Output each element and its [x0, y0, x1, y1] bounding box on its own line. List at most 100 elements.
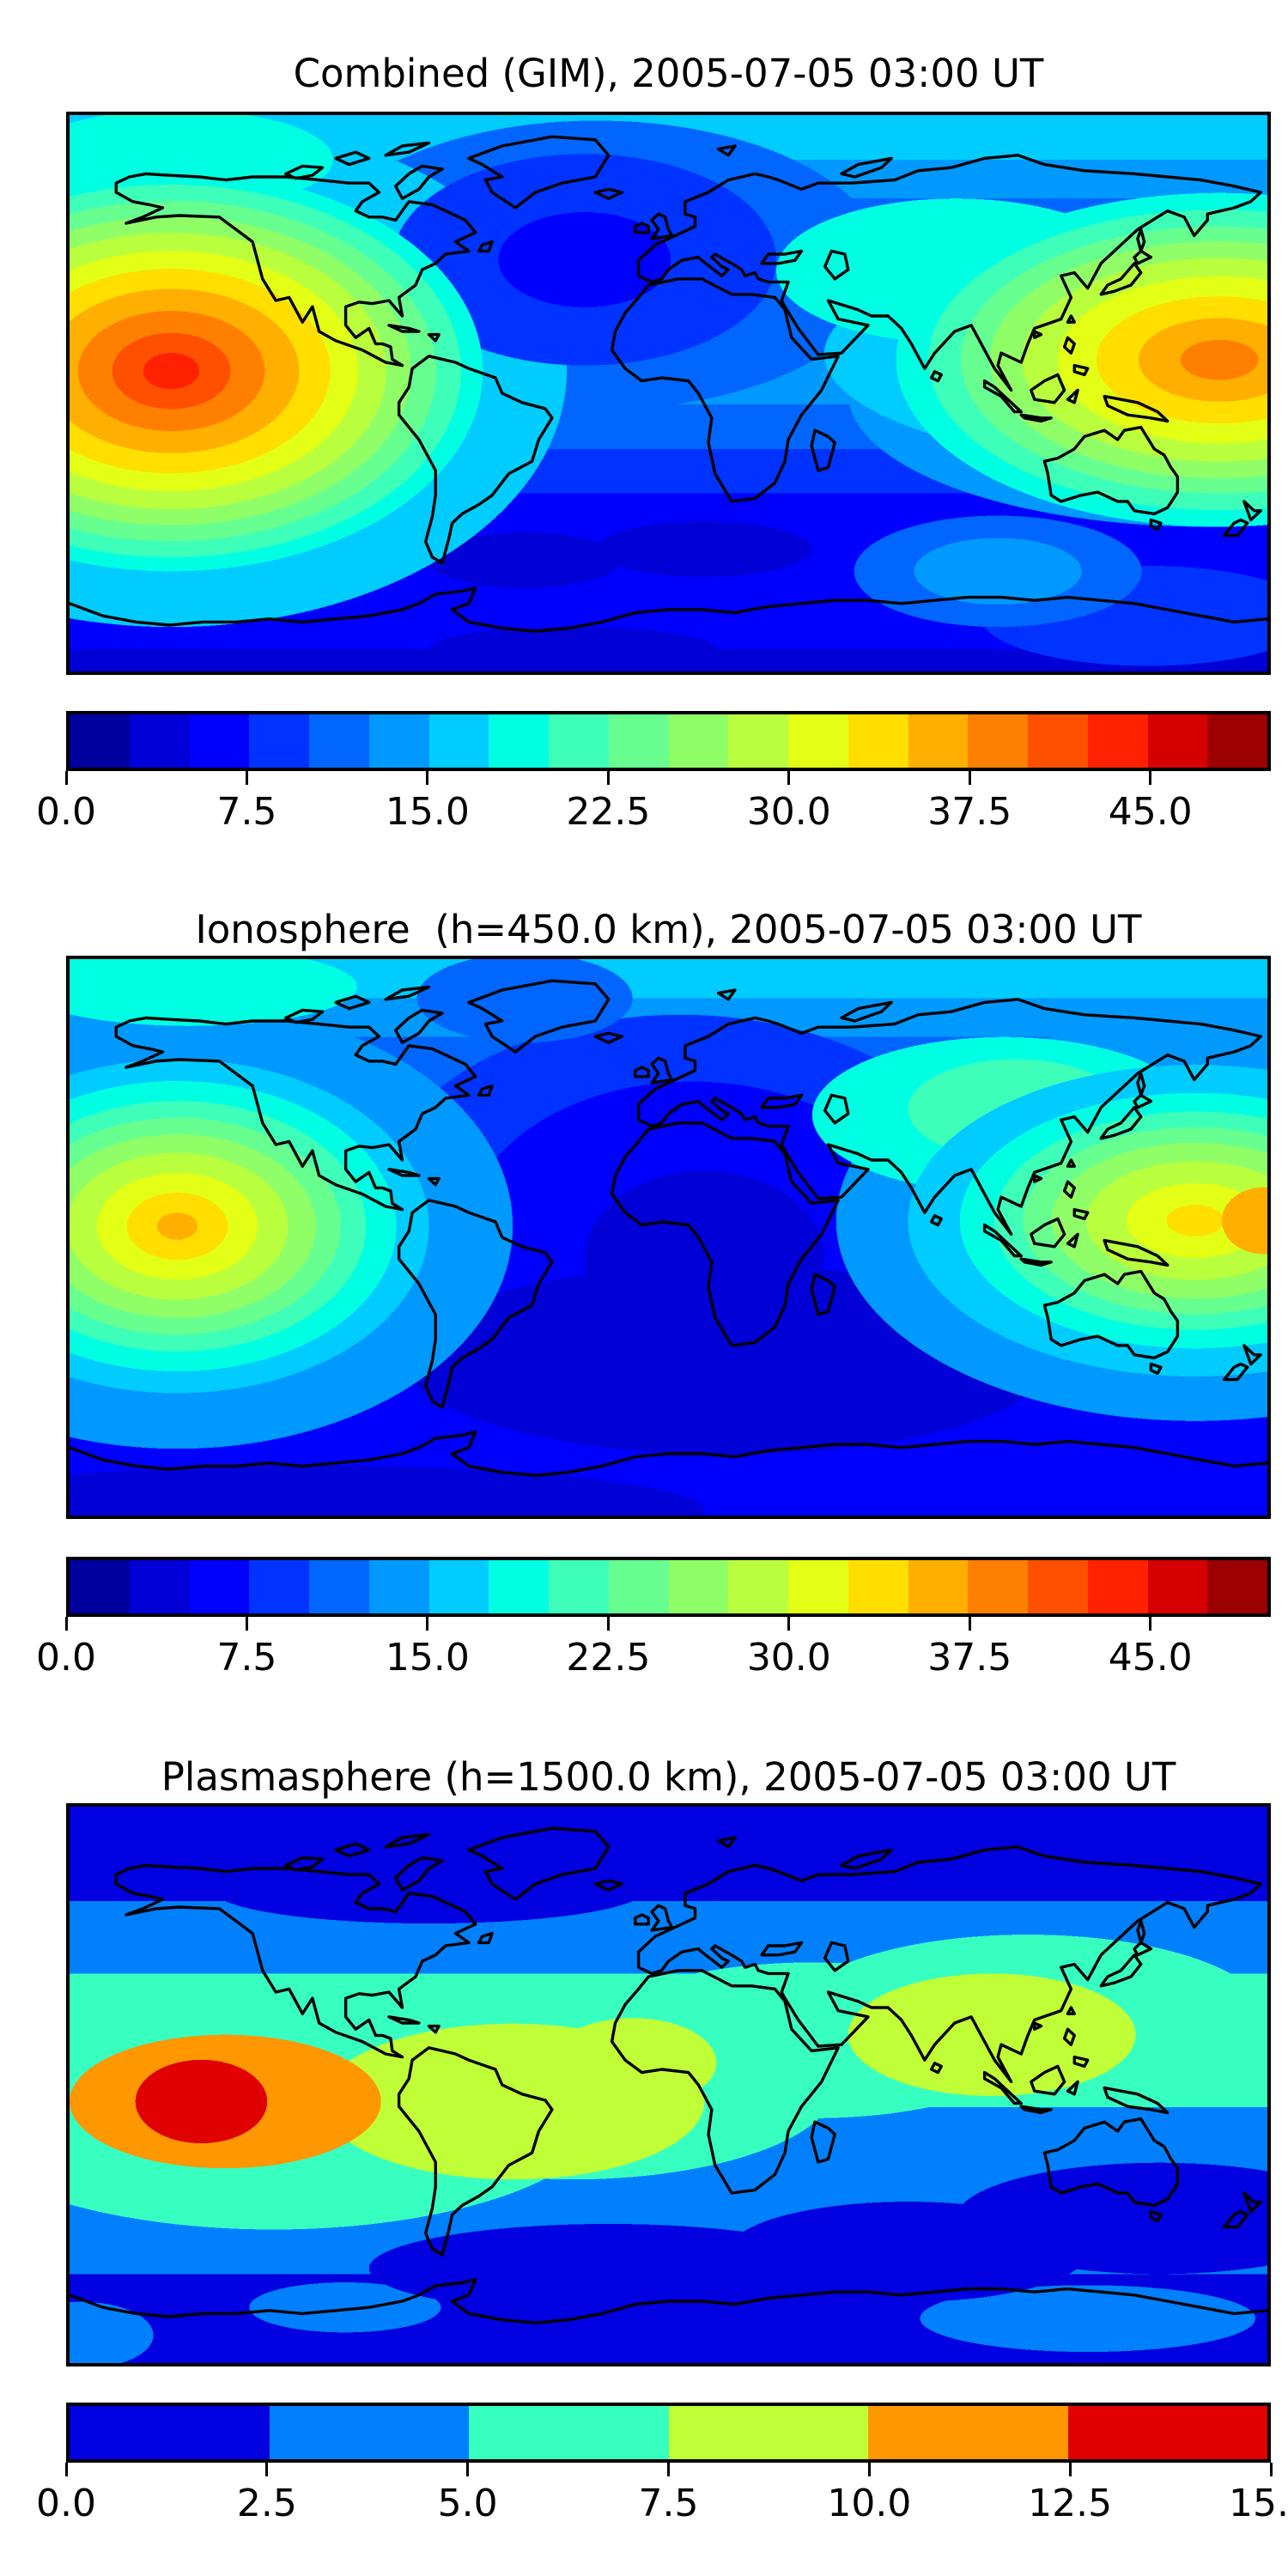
- colorbar-tick-label: 45.0: [1108, 1636, 1193, 1680]
- colorbar-ionosphere: [66, 1557, 1271, 1617]
- colorbar-segment: [189, 1560, 250, 1613]
- colorbar-segment: [489, 714, 549, 768]
- colorbar-segment: [428, 714, 489, 768]
- colorbar-segment: [1067, 2406, 1267, 2459]
- colorbar-swatches: [70, 714, 1267, 768]
- colorbar-segment: [368, 1560, 429, 1613]
- colorbar-tick-label: 37.5: [927, 790, 1012, 834]
- colorbar-segment: [309, 714, 369, 768]
- colorbar-segment: [1087, 1560, 1148, 1613]
- colorbar-combined: [66, 711, 1271, 771]
- world-coastline-overlay: [70, 1807, 1267, 2363]
- colorbar-segment: [908, 714, 969, 768]
- colorbar-segment: [70, 2406, 270, 2459]
- colorbar-tick-label: 22.5: [566, 790, 651, 834]
- colorbar-segment: [868, 2406, 1068, 2459]
- colorbar-tick-label: 22.5: [566, 1636, 651, 1680]
- colorbar-tick: [667, 2463, 670, 2476]
- colorbar-tick: [1269, 2463, 1273, 2476]
- colorbar-segment: [549, 714, 609, 768]
- colorbar-tick-label: 15.0: [385, 1636, 470, 1680]
- colorbar-tick-label: 7.5: [216, 790, 277, 834]
- colorbar-tick: [787, 771, 791, 785]
- colorbar-axis-ionosphere: 0.0 7.5 15.0 22.5 30.0 37.5 45.0: [36, 1617, 1271, 1686]
- colorbar-segment: [1028, 714, 1088, 768]
- colorbar-tick-label: 7.5: [638, 2482, 699, 2525]
- map-combined-gim: [66, 112, 1271, 675]
- panel-ionosphere-title: Ionosphere (h=450.0 km), 2005-07-05 03:0…: [195, 907, 1142, 952]
- colorbar-segment: [428, 1560, 489, 1613]
- colorbar-segment: [968, 1560, 1028, 1613]
- colorbar-segment: [189, 714, 250, 768]
- colorbar-tick: [867, 2463, 871, 2476]
- colorbar-segment: [489, 1560, 549, 1613]
- colorbar-segment: [70, 714, 130, 768]
- colorbar-segment: [728, 714, 788, 768]
- colorbar-segment: [1207, 1560, 1267, 1613]
- colorbar-tick-label: 7.5: [216, 1636, 277, 1680]
- colorbar-tick: [1068, 2463, 1072, 2476]
- colorbar-swatches: [70, 1560, 1267, 1613]
- colorbar-segment: [368, 714, 429, 768]
- colorbar-axis-plasmasphere: 0.0 2.5 5.0 7.5 10.0 12.5 15.0: [36, 2463, 1288, 2531]
- colorbar-tick: [426, 1617, 429, 1631]
- colorbar-tick-label: 2.5: [236, 2482, 297, 2525]
- colorbar-segment: [1147, 714, 1208, 768]
- colorbar-segment: [668, 714, 729, 768]
- colorbar-tick: [606, 1617, 610, 1631]
- colorbar-tick-label: 0.0: [36, 2482, 96, 2525]
- colorbar-segment: [309, 1560, 369, 1613]
- colorbar-tick: [466, 2463, 470, 2476]
- colorbar-tick-label: 5.0: [437, 2482, 498, 2525]
- colorbar-segment: [788, 714, 848, 768]
- map-ionosphere: [66, 956, 1271, 1519]
- colorbar-segment: [269, 2406, 469, 2459]
- colorbar-segment: [249, 1560, 309, 1613]
- colorbar-tick: [968, 1617, 971, 1631]
- colorbar-tick: [245, 771, 248, 785]
- colorbar-segment: [788, 1560, 848, 1613]
- colorbar-axis-combined: 0.0 7.5 15.0 22.5 30.0 37.5 45.0: [36, 771, 1271, 840]
- colorbar-segment: [469, 2406, 669, 2459]
- colorbar-tick: [1149, 1617, 1152, 1631]
- colorbar-segment: [608, 714, 669, 768]
- colorbar-segment: [70, 1560, 130, 1613]
- colorbar-tick: [265, 2463, 269, 2476]
- colorbar-tick: [606, 771, 610, 785]
- colorbar-tick-label: 12.5: [1028, 2482, 1113, 2525]
- colorbar-segment: [129, 1560, 190, 1613]
- colorbar-segment: [968, 714, 1028, 768]
- colorbar-tick: [968, 771, 971, 785]
- colorbar-segment: [668, 2406, 868, 2459]
- colorbar-segment: [549, 1560, 609, 1613]
- world-coastline-overlay: [70, 959, 1267, 1516]
- colorbar-segment: [848, 1560, 908, 1613]
- colorbar-tick-label: 10.0: [827, 2482, 912, 2525]
- colorbar-segment: [848, 714, 908, 768]
- colorbar-tick-label: 45.0: [1108, 790, 1193, 834]
- colorbar-tick-label: 30.0: [746, 1636, 831, 1680]
- panel-combined-title: Combined (GIM), 2005-07-05 03:00 UT: [293, 51, 1044, 96]
- colorbar-segment: [1028, 1560, 1088, 1613]
- colorbar-segment: [249, 714, 309, 768]
- colorbar-tick: [426, 771, 429, 785]
- colorbar-tick-label: 0.0: [36, 1636, 96, 1680]
- colorbar-tick-label: 15.0: [1229, 2482, 1288, 2525]
- colorbar-tick-label: 15.0: [385, 790, 470, 834]
- colorbar-swatches: [70, 2406, 1267, 2459]
- colorbar-tick-label: 37.5: [927, 1636, 1012, 1680]
- colorbar-segment: [1087, 714, 1148, 768]
- colorbar-segment: [129, 714, 190, 768]
- colorbar-segment: [1207, 714, 1267, 768]
- colorbar-tick-label: 0.0: [36, 790, 96, 834]
- colorbar-tick-label: 30.0: [746, 790, 831, 834]
- colorbar-segment: [1147, 1560, 1208, 1613]
- world-coastline-overlay: [70, 115, 1267, 671]
- colorbar-tick: [64, 2463, 68, 2476]
- panel-plasmasphere-title: Plasmasphere (h=1500.0 km), 2005-07-05 0…: [161, 1754, 1176, 1800]
- colorbar-tick: [64, 1617, 68, 1631]
- colorbar-tick: [245, 1617, 248, 1631]
- colorbar-segment: [728, 1560, 788, 1613]
- colorbar-segment: [668, 1560, 729, 1613]
